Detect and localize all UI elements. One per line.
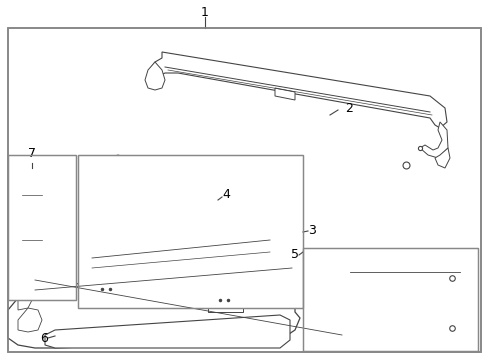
Bar [78, 155, 303, 308]
Polygon shape [145, 62, 164, 90]
Polygon shape [274, 88, 294, 100]
Polygon shape [85, 230, 294, 275]
Polygon shape [18, 295, 32, 310]
Polygon shape [307, 280, 327, 310]
Text: 2: 2 [345, 102, 352, 114]
Bar [303, 248, 477, 351]
Ellipse shape [372, 285, 437, 325]
Bar [90, 278, 122, 300]
Text: 3: 3 [307, 224, 315, 237]
Text: 4: 4 [222, 189, 229, 202]
Polygon shape [434, 148, 449, 168]
Polygon shape [18, 308, 42, 332]
Polygon shape [419, 122, 447, 158]
Polygon shape [345, 262, 467, 340]
Text: 6: 6 [40, 332, 48, 345]
Polygon shape [108, 155, 128, 165]
Polygon shape [100, 165, 140, 215]
Polygon shape [178, 183, 218, 222]
Bar [207, 288, 243, 312]
Bar [8, 155, 76, 300]
Text: 1: 1 [201, 5, 208, 18]
Polygon shape [148, 52, 446, 128]
Bar [303, 248, 477, 351]
Polygon shape [20, 163, 45, 272]
Polygon shape [280, 253, 299, 275]
Polygon shape [45, 315, 289, 348]
Bar [78, 155, 303, 308]
Polygon shape [311, 250, 337, 283]
Text: 5: 5 [290, 248, 298, 261]
Bar [8, 155, 76, 300]
Polygon shape [200, 222, 218, 238]
Polygon shape [25, 272, 43, 290]
Polygon shape [8, 268, 305, 348]
Text: 7: 7 [28, 147, 36, 160]
